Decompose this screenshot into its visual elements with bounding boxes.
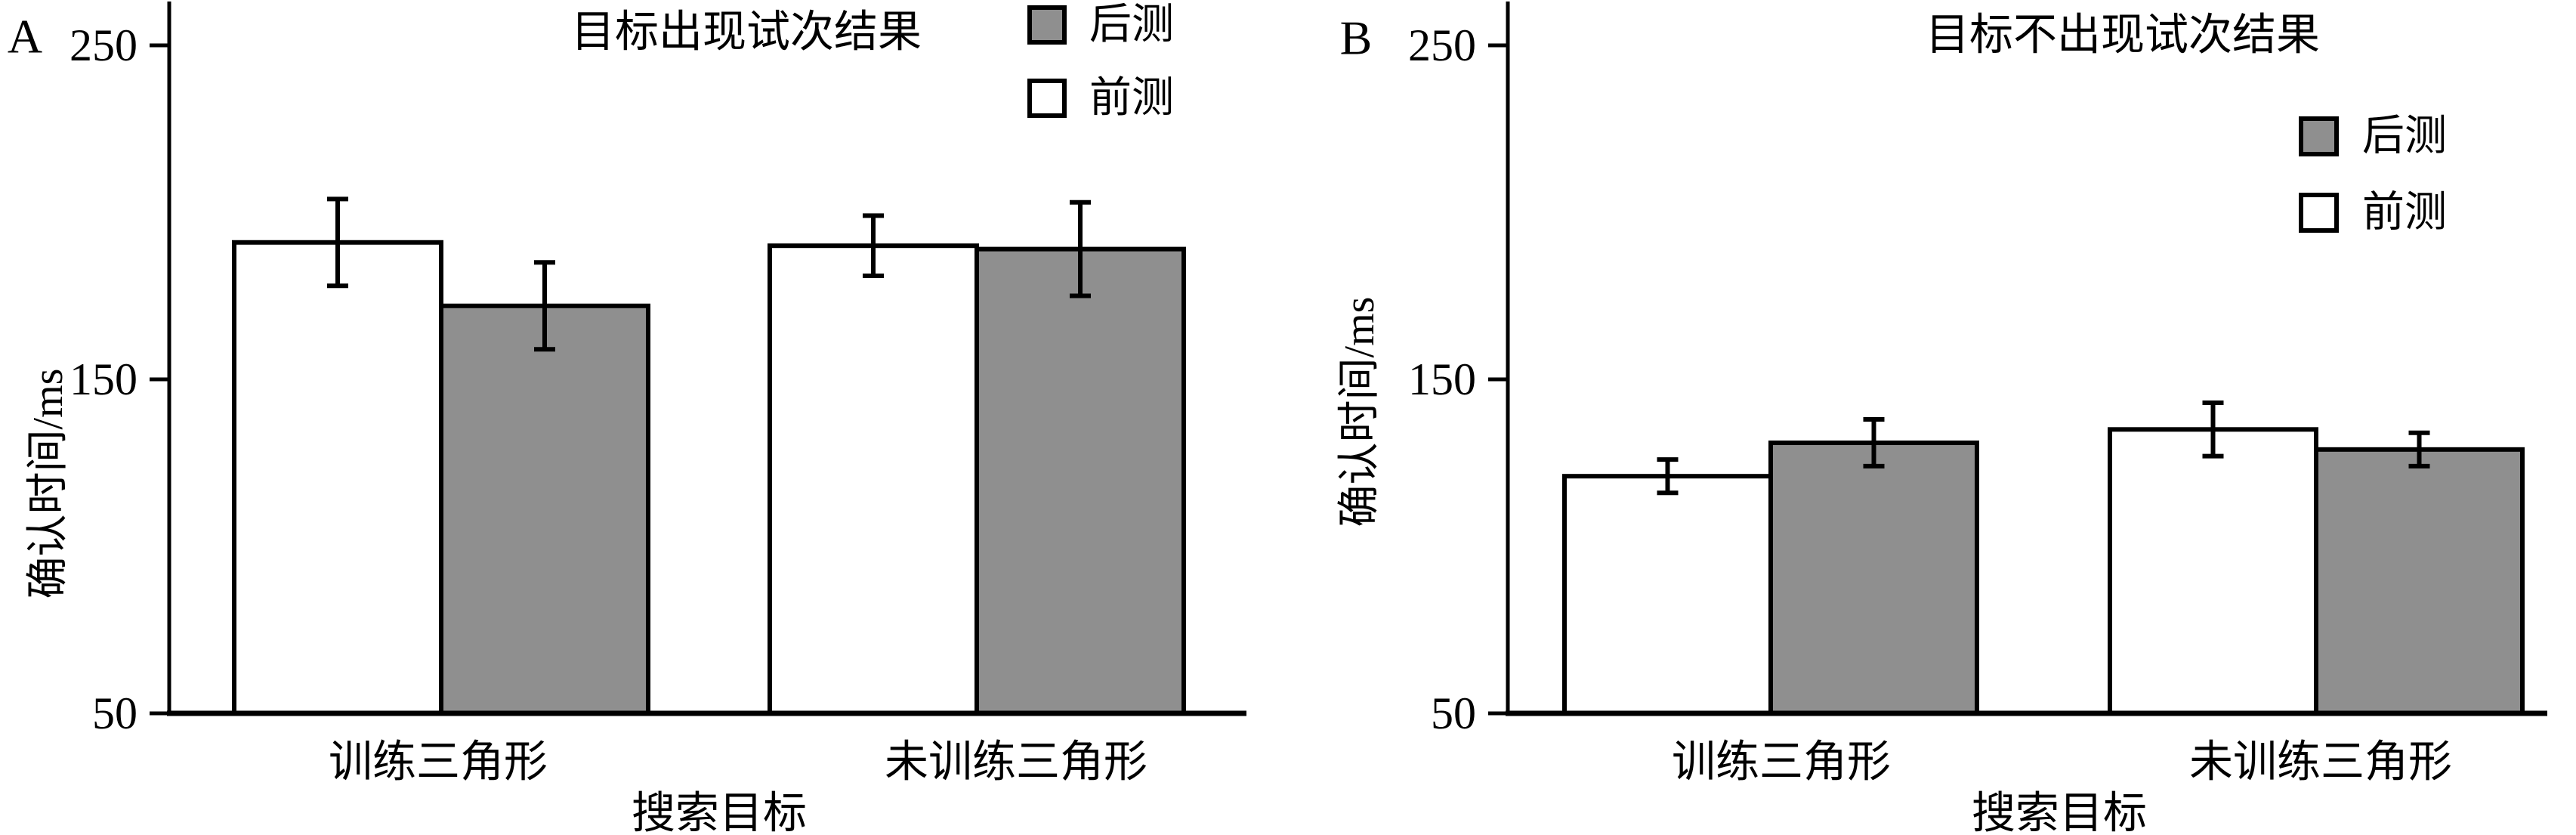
legend-swatch-后测 (2299, 116, 2339, 156)
y-tick-label-50: 50 (1431, 688, 1476, 738)
panel-letter-B: B (1340, 11, 1373, 65)
x-category-label-2: 未训练三角形 (885, 738, 1147, 787)
legend-label-后测: 后测 (1089, 2, 1174, 48)
legend-swatch-前测 (2299, 193, 2339, 233)
x-axis-title: 搜索目标 (632, 789, 807, 835)
bar-B1-前测 (1562, 474, 1773, 716)
bar-A2-前测 (768, 243, 979, 716)
y-tick-label-250: 250 (1408, 20, 1476, 70)
legend-label-前测: 前测 (2362, 190, 2447, 237)
bar-A2-后测 (974, 246, 1186, 716)
legend-label-后测: 后测 (2362, 113, 2447, 160)
bar-B1-后测 (1768, 440, 1979, 716)
x-category-label-2: 未训练三角形 (2189, 738, 2452, 787)
x-axis-title: 搜索目标 (1972, 789, 2147, 835)
y-tick-label-50: 50 (92, 688, 137, 738)
y-tick-label-250: 250 (69, 20, 137, 70)
panel-title-A: 目标出现试次结果 (571, 8, 922, 57)
y-tick-label-150: 150 (69, 354, 137, 404)
bar-B2-后测 (2314, 447, 2525, 716)
legend-swatch-前测 (1027, 79, 1067, 118)
panel-title-B: 目标不出现试次结果 (1926, 11, 2320, 60)
x-category-label-1: 训练三角形 (329, 738, 548, 787)
x-category-label-1: 训练三角形 (1672, 738, 1891, 787)
legend-swatch-后测 (1027, 5, 1067, 45)
bar-B2-前测 (2108, 427, 2318, 716)
y-axis-title: 确认时间/ms (1336, 297, 1383, 527)
legend-label-前测: 前测 (1089, 75, 1174, 122)
y-tick-label-150: 150 (1408, 354, 1476, 404)
y-axis-title: 确认时间/ms (25, 369, 72, 599)
bar-A1-前测 (232, 240, 443, 716)
bar-A1-后测 (439, 303, 650, 716)
panel-letter-A: A (8, 10, 42, 63)
